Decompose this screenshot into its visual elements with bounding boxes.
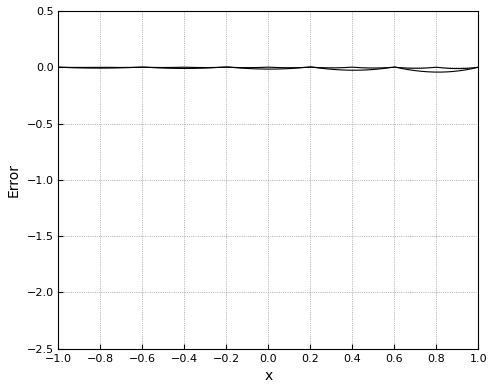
Y-axis label: Error: Error — [7, 163, 21, 197]
X-axis label: x: x — [264, 369, 273, 383]
